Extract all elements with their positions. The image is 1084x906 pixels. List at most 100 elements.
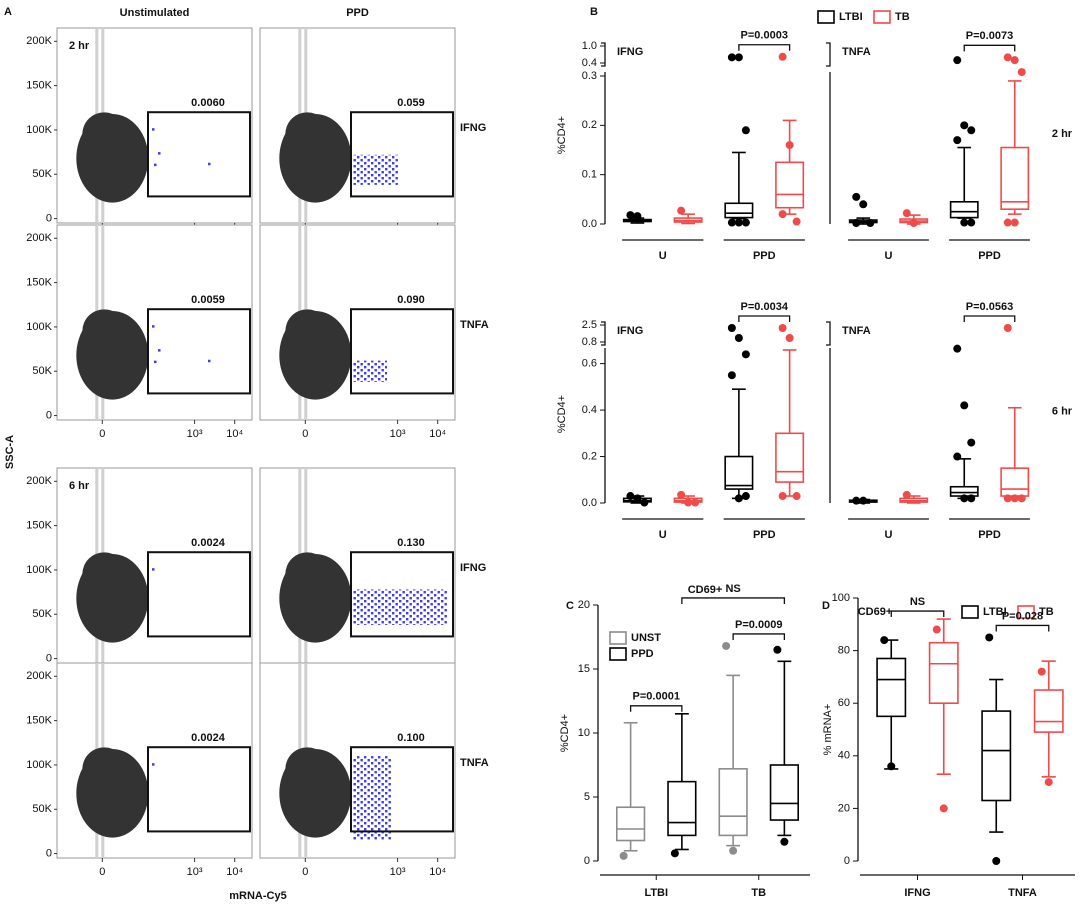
x-tick-label: 10⁴ xyxy=(429,428,446,440)
outlier xyxy=(953,344,962,353)
column-header: Unstimulated xyxy=(120,7,190,19)
y-tick-label: 100K xyxy=(26,124,52,136)
x-axis-label: mRNA-Cy5 xyxy=(229,890,286,902)
gate-frequency: 0.0059 xyxy=(191,294,225,306)
event-dot xyxy=(154,163,157,167)
outlier xyxy=(880,636,889,645)
y-tick-label: 50K xyxy=(32,365,52,377)
x-tick-label: U xyxy=(659,250,667,262)
outlier xyxy=(727,371,736,380)
y-tick-label: 150K xyxy=(26,715,52,727)
y-axis-label: SSC-A xyxy=(4,435,16,469)
legend-swatch xyxy=(1017,605,1035,619)
y-tick-label: 100 xyxy=(832,592,850,604)
x-tick-label: 10³ xyxy=(187,866,203,878)
y-axis-break xyxy=(826,321,831,346)
comparison-bracket xyxy=(995,624,1050,632)
y-tick-label: 0.1 xyxy=(582,169,597,181)
outlier xyxy=(902,209,911,218)
legend-label: UNST xyxy=(631,632,661,644)
gene-label: IFNG xyxy=(460,562,486,574)
outlier xyxy=(778,52,787,61)
x-tick-label: 0 xyxy=(302,428,308,440)
comparison-label: P=0.0003 xyxy=(741,30,788,42)
outlier xyxy=(1010,56,1019,65)
legend-swatch xyxy=(873,10,891,24)
y-tick-label: 15 xyxy=(578,663,590,675)
time-label: 6 hr xyxy=(69,480,90,492)
chart-title: CD69+ xyxy=(688,584,723,596)
x-tick-label: PPD xyxy=(753,250,776,262)
event-cluster xyxy=(353,589,448,625)
y-tick-label: 200K xyxy=(26,232,52,244)
outlier xyxy=(859,496,868,505)
outlier xyxy=(1017,494,1026,503)
cell-cloud xyxy=(82,112,127,157)
y-tick-label: 50K xyxy=(32,608,52,620)
outlier xyxy=(778,210,787,219)
cell-cloud xyxy=(285,309,330,354)
box xyxy=(775,432,805,483)
comparison-label: NS xyxy=(725,583,740,595)
comparison-bracket xyxy=(732,633,786,640)
time-label: 2 hr xyxy=(1052,128,1073,140)
gate xyxy=(350,551,454,638)
y-axis-break xyxy=(601,42,606,67)
comparison-label: P=0.0563 xyxy=(966,301,1013,313)
box xyxy=(1033,689,1064,733)
outlier xyxy=(859,200,868,209)
outlier xyxy=(992,857,1001,865)
outlier xyxy=(967,218,976,227)
x-tick-label: 0 xyxy=(99,866,105,878)
gate-frequency: 0.100 xyxy=(397,732,425,744)
panel-letter: A xyxy=(4,6,12,18)
outlier xyxy=(852,192,861,201)
outlier xyxy=(953,136,962,145)
comparison-bracket xyxy=(681,597,786,604)
outlier xyxy=(633,212,642,221)
outlier xyxy=(866,219,875,228)
y-tick-label: 200K xyxy=(26,475,52,487)
event-cluster xyxy=(353,756,391,840)
outlier xyxy=(734,334,743,342)
comparison-label: P=0.0073 xyxy=(966,30,1013,42)
x-tick-label: 10⁴ xyxy=(429,866,446,878)
event-dot xyxy=(152,325,155,328)
y-tick-label: 0.2 xyxy=(582,119,597,131)
outlier xyxy=(734,218,743,227)
y-tick-label: 0.4 xyxy=(582,57,597,69)
outlier xyxy=(778,324,787,332)
event-dot xyxy=(152,763,155,766)
outlier xyxy=(960,218,969,227)
comparison-label: P=0.0034 xyxy=(741,301,789,313)
gate-frequency: 0.0024 xyxy=(191,537,226,549)
y-axis-label: %CD4+ xyxy=(556,395,568,433)
legend-swatch xyxy=(961,605,979,619)
cell-cloud xyxy=(82,309,127,354)
event-dot xyxy=(208,162,211,166)
box xyxy=(928,641,959,705)
x-tick-label: 10³ xyxy=(390,428,406,440)
outlier xyxy=(792,492,801,501)
outlier xyxy=(729,846,738,855)
event-dot xyxy=(152,568,155,571)
x-tick-label: TNFA xyxy=(1008,887,1037,899)
outlier xyxy=(727,53,736,62)
gate xyxy=(147,111,251,198)
outlier xyxy=(1003,53,1012,62)
y-tick-label: 5 xyxy=(584,791,590,803)
comparison-label: P=0.0009 xyxy=(735,619,782,631)
cell-cloud xyxy=(285,747,330,792)
outlier xyxy=(852,219,861,228)
y-axis-break xyxy=(826,42,831,67)
y-tick-label: 50K xyxy=(32,168,52,180)
outlier xyxy=(773,645,782,654)
box xyxy=(775,161,805,209)
box xyxy=(769,764,800,821)
y-tick-label: 40 xyxy=(838,750,850,762)
legend-label: LTBI xyxy=(983,606,1007,618)
outlier xyxy=(785,334,794,342)
event-dot xyxy=(208,359,211,363)
